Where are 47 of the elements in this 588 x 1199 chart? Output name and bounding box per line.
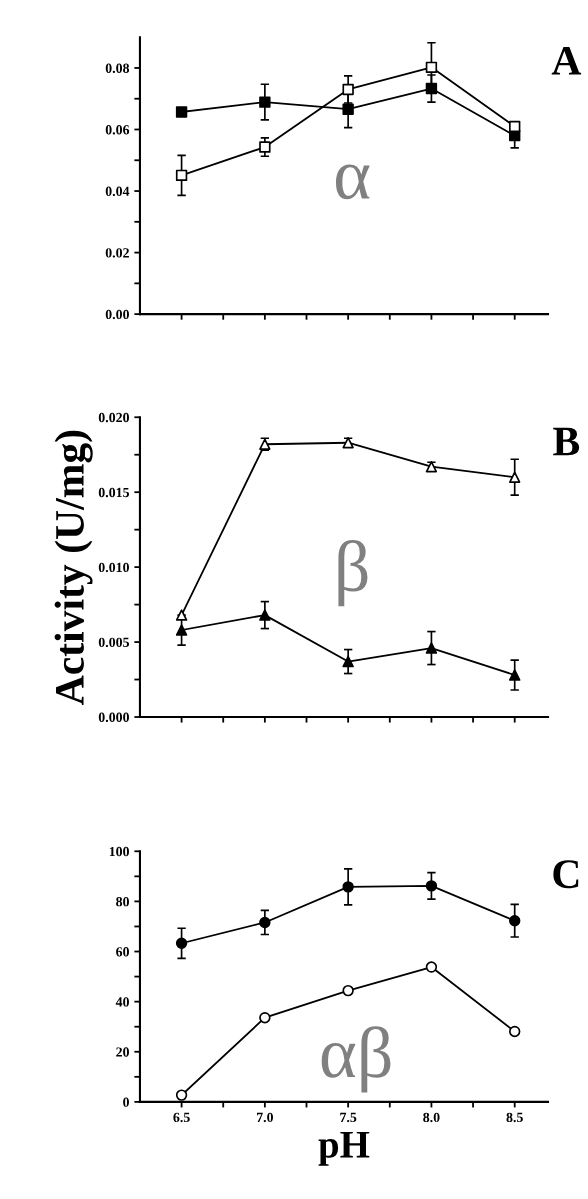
y-tick-label: 0.000	[98, 712, 129, 723]
x-tick-label: 8.0	[423, 1112, 440, 1123]
point	[342, 655, 354, 668]
x-tick-label: 7.5	[340, 1112, 357, 1123]
y-tick-label: 0.005	[98, 637, 130, 648]
point	[342, 437, 354, 449]
y-tick-label: 100	[109, 846, 129, 857]
y-tick-label: 0.020	[98, 412, 129, 423]
point	[425, 82, 438, 95]
point	[175, 106, 188, 118]
annotation: αβ	[321, 1026, 391, 1093]
annotation: α	[335, 164, 370, 200]
y-tick-label: 0.015	[98, 487, 130, 498]
point	[342, 83, 354, 96]
y-tick-label: 80	[116, 896, 129, 907]
annotation: β	[338, 540, 368, 607]
point	[425, 461, 438, 473]
point	[259, 96, 271, 108]
x-tick-label: 6.5	[173, 1112, 190, 1123]
point	[259, 141, 271, 153]
y-tick-label: 0.08	[105, 63, 130, 73]
y-tick-label: 40	[115, 997, 129, 1007]
y-axis-title: Activity (U/mg)	[54, 430, 93, 705]
y-tick-label: 0	[123, 1097, 129, 1107]
point	[509, 471, 521, 483]
y-tick-label: 0.06	[105, 125, 130, 135]
x-axis-title: pH	[318, 1131, 370, 1166]
y-tick-label: 60	[116, 947, 129, 957]
point	[175, 624, 188, 636]
point	[509, 120, 521, 133]
text: B	[553, 427, 580, 456]
point	[425, 642, 438, 654]
point	[175, 609, 188, 621]
point	[342, 103, 354, 115]
y-tick-label: 20	[116, 1047, 129, 1057]
x-tick-label: 7.0	[256, 1112, 274, 1123]
text: C	[553, 860, 579, 889]
point	[259, 609, 271, 621]
point	[175, 169, 188, 182]
point	[425, 61, 438, 74]
y-tick-label: 0.010	[98, 562, 129, 573]
y-tick-label: 0.00	[105, 309, 129, 320]
point	[509, 669, 521, 681]
text: A	[551, 46, 582, 75]
x-tick-label: 8.5	[506, 1112, 523, 1123]
y-tick-label: 0.02	[105, 248, 129, 258]
y-tick-label: 0.04	[105, 186, 130, 197]
